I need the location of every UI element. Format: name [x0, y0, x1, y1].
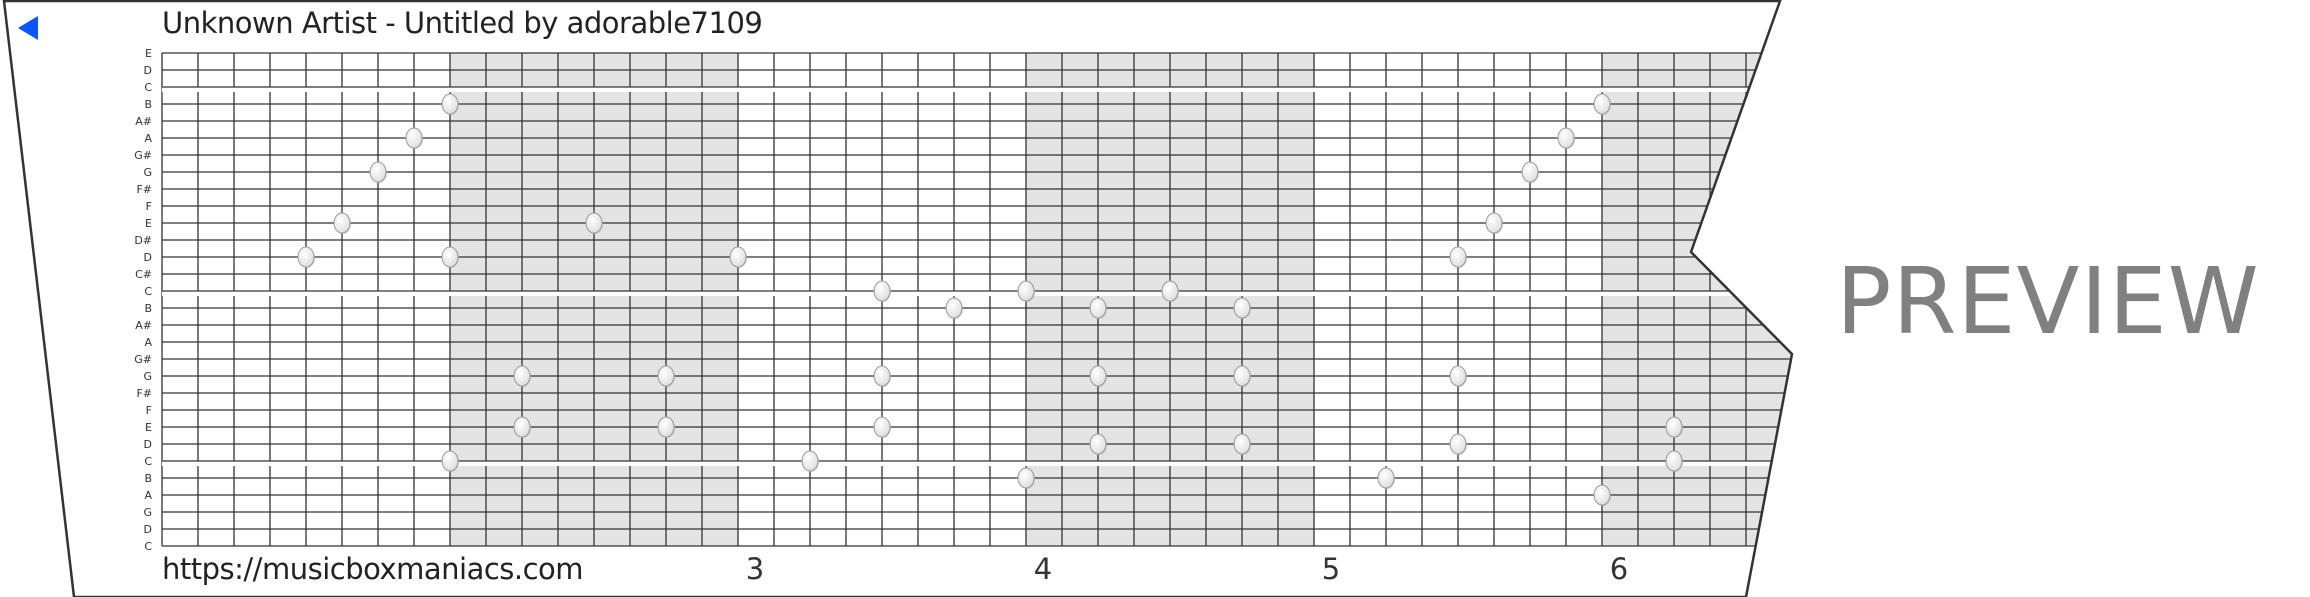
- note-hole: [657, 365, 675, 387]
- note-hole: [1557, 127, 1575, 149]
- pitch-label: F: [146, 200, 152, 213]
- pitch-label: G#: [134, 353, 152, 366]
- note-hole: [1593, 93, 1611, 115]
- site-url: https://musicboxmaniacs.com: [162, 552, 584, 586]
- pitch-label: F#: [136, 183, 152, 196]
- note-hole: [369, 161, 387, 183]
- pitch-label: C: [144, 540, 152, 553]
- back-triangle-icon[interactable]: [18, 16, 38, 40]
- measure-number: 4: [1033, 552, 1053, 586]
- note-hole: [1485, 212, 1503, 234]
- measure-number: 6: [1609, 552, 1629, 586]
- pitch-label: C: [144, 285, 152, 298]
- measure-number: 5: [1321, 552, 1341, 586]
- pitch-label: B: [144, 98, 152, 111]
- pitch-label: G: [143, 506, 152, 519]
- pitch-label: F#: [136, 387, 152, 400]
- pitch-label: B: [144, 302, 152, 315]
- note-hole: [1233, 433, 1251, 455]
- pitch-label: D#: [134, 234, 152, 247]
- note-hole: [945, 297, 963, 319]
- note-hole: [1449, 246, 1467, 268]
- note-hole: [1161, 280, 1179, 302]
- pitch-label: E: [145, 47, 152, 60]
- note-hole: [657, 416, 675, 438]
- note-hole: [1521, 161, 1539, 183]
- note-hole: [1233, 365, 1251, 387]
- preview-watermark: PREVIEW: [1836, 248, 2260, 355]
- note-hole: [1017, 467, 1035, 489]
- note-hole: [441, 246, 459, 268]
- pitch-label: G: [143, 370, 152, 383]
- strip-outline: [2, 0, 1794, 597]
- note-hole: [1017, 280, 1035, 302]
- octave-gap: [162, 291, 1792, 296]
- note-hole: [873, 280, 891, 302]
- pitch-label: C: [144, 81, 152, 94]
- note-hole: [729, 246, 747, 268]
- pitch-label: A: [144, 336, 152, 349]
- note-hole: [1089, 365, 1107, 387]
- note-hole: [1233, 297, 1251, 319]
- octave-gap: [162, 461, 1792, 466]
- note-hole: [405, 127, 423, 149]
- pitch-label: D: [144, 251, 152, 264]
- measure-number: 3: [745, 552, 765, 586]
- note-hole: [1665, 416, 1683, 438]
- octave-gap: [162, 87, 1792, 92]
- pitch-label: C#: [135, 268, 152, 281]
- pitch-label: A: [144, 489, 152, 502]
- note-hole: [1665, 450, 1683, 472]
- pitch-label: A: [144, 132, 152, 145]
- pitch-label: E: [145, 421, 152, 434]
- pitch-label: D: [144, 438, 152, 451]
- pitch-label: C: [144, 455, 152, 468]
- pitch-label: A#: [135, 319, 152, 332]
- pitch-label: D: [144, 64, 152, 77]
- note-hole: [441, 450, 459, 472]
- note-hole: [1593, 484, 1611, 506]
- pitch-label: E: [145, 217, 152, 230]
- note-hole: [513, 365, 531, 387]
- score-title: Unknown Artist - Untitled by adorable710…: [162, 6, 763, 40]
- pitch-label: B: [144, 472, 152, 485]
- note-hole: [1089, 297, 1107, 319]
- note-grid: [161, 52, 1792, 547]
- pitch-label: A#: [135, 115, 152, 128]
- note-hole: [1449, 365, 1467, 387]
- note-hole: [585, 212, 603, 234]
- pitch-label: G#: [134, 149, 152, 162]
- note-hole: [297, 246, 315, 268]
- note-hole: [441, 93, 459, 115]
- note-hole: [873, 365, 891, 387]
- note-hole: [1449, 433, 1467, 455]
- pitch-label: G: [143, 166, 152, 179]
- pitch-label: D: [144, 523, 152, 536]
- note-hole: [873, 416, 891, 438]
- note-hole: [513, 416, 531, 438]
- note-hole: [333, 212, 351, 234]
- note-hole: [1377, 467, 1395, 489]
- note-hole: [1089, 433, 1107, 455]
- note-hole: [801, 450, 819, 472]
- pitch-label: F: [146, 404, 152, 417]
